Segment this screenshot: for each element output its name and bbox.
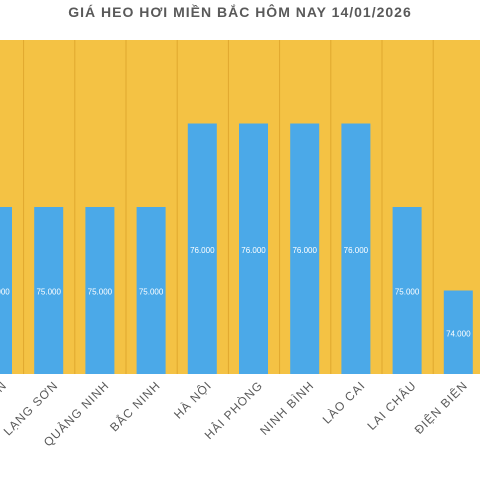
data-label: 76.000 [190,246,215,255]
bar [136,207,166,374]
data-label: 76.000 [344,246,369,255]
data-label: 76.000 [292,246,317,255]
data-label: 75.000 [139,288,164,297]
chart-title: GIÁ HEO HƠI MIỀN BẮC HÔM NAY 14/01/2026 [68,4,412,20]
bar [239,123,268,374]
bar [290,123,320,374]
bar [187,123,217,374]
category-label: LAI CHÂU [364,378,419,433]
bar [0,207,12,374]
bar [341,123,371,374]
category-label: HÀ NỘI [170,378,214,422]
data-label: 74.000 [446,329,471,338]
category-label: NINH BÌNH [256,378,316,438]
category-label: LÀO CAI [319,378,368,427]
data-label: 75.000 [395,288,420,297]
bar [34,207,64,374]
data-label: 75.000 [88,288,113,297]
data-label: 75.000 [36,288,61,297]
category-label: ĐIỆN BIÊN [411,378,470,437]
bar [443,290,473,374]
bar [392,207,422,374]
category-label: THÁI NGUYÊN [0,378,10,454]
data-label: 75.000 [0,288,10,297]
category-label: BẮC NINH [106,378,163,435]
bar [85,207,115,374]
data-label: 76.000 [241,246,266,255]
